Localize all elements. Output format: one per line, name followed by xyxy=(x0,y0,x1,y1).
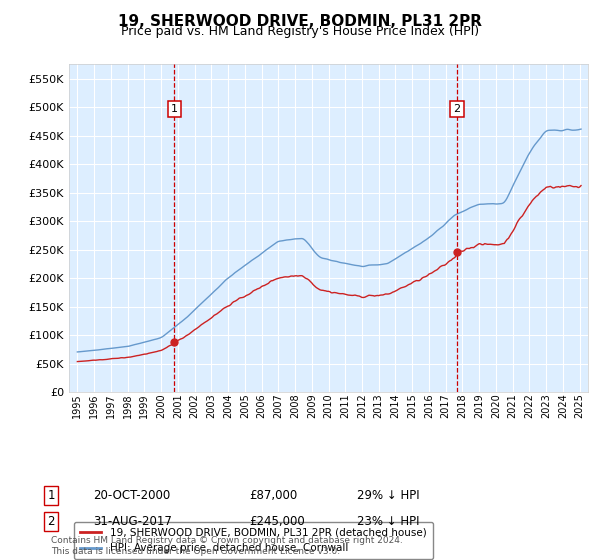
Text: 1: 1 xyxy=(47,489,55,502)
Legend: 19, SHERWOOD DRIVE, BODMIN, PL31 2PR (detached house), HPI: Average price, detac: 19, SHERWOOD DRIVE, BODMIN, PL31 2PR (de… xyxy=(74,522,433,559)
Text: 19, SHERWOOD DRIVE, BODMIN, PL31 2PR: 19, SHERWOOD DRIVE, BODMIN, PL31 2PR xyxy=(118,14,482,29)
Text: Contains HM Land Registry data © Crown copyright and database right 2024.
This d: Contains HM Land Registry data © Crown c… xyxy=(51,536,403,556)
Text: 2: 2 xyxy=(454,104,460,114)
Text: 2: 2 xyxy=(47,515,55,529)
Text: 1: 1 xyxy=(171,104,178,114)
Text: 31-AUG-2017: 31-AUG-2017 xyxy=(93,515,172,529)
Text: 20-OCT-2000: 20-OCT-2000 xyxy=(93,489,170,502)
Text: Price paid vs. HM Land Registry's House Price Index (HPI): Price paid vs. HM Land Registry's House … xyxy=(121,25,479,38)
Text: 23% ↓ HPI: 23% ↓ HPI xyxy=(357,515,419,529)
Text: £245,000: £245,000 xyxy=(249,515,305,529)
Text: £87,000: £87,000 xyxy=(249,489,297,502)
Text: 29% ↓ HPI: 29% ↓ HPI xyxy=(357,489,419,502)
